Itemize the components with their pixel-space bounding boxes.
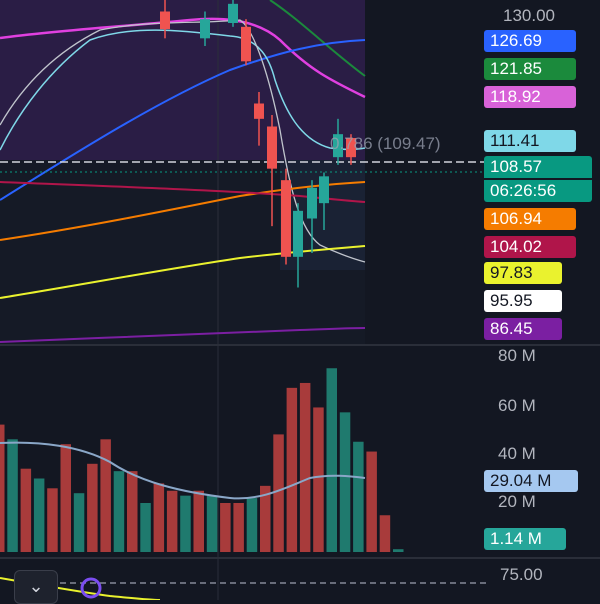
volume-bar	[193, 490, 204, 552]
light-band-line	[0, 29, 366, 151]
price-tag: 126.69	[484, 30, 576, 52]
price-tag: 95.95	[484, 290, 562, 312]
white-band-line	[0, 19, 366, 263]
volume-bar	[20, 468, 32, 552]
volume-bar	[100, 439, 111, 552]
chevron-down-icon: ⌄	[28, 576, 44, 596]
price-tag: 104.02	[484, 236, 576, 258]
volume-bar	[180, 495, 191, 552]
price-tag: 121.85	[484, 58, 576, 80]
volume-bar	[47, 488, 58, 552]
volume-bar	[87, 463, 98, 552]
candle-body	[333, 134, 343, 158]
volume-axis-label-60: 60 M	[498, 396, 536, 415]
bottom-axis-label: 75.00	[500, 565, 543, 584]
volume-ma-tag: 29.04 M	[484, 470, 578, 492]
crimson-line	[0, 181, 366, 203]
volume-bar	[127, 471, 138, 552]
price-tag: 06:26:56	[484, 180, 592, 202]
volume-bar	[33, 478, 45, 552]
volume-bar	[299, 382, 311, 552]
circle-marker-icon[interactable]	[80, 577, 102, 599]
candle-body	[346, 138, 356, 158]
volume-bar	[0, 424, 5, 552]
volume-bar	[353, 441, 364, 552]
candle-body	[160, 11, 170, 30]
volume-ma-line	[0, 441, 366, 500]
volume-bar	[233, 503, 244, 552]
volume-bar	[206, 495, 218, 552]
candle-body	[228, 3, 238, 23]
upper-band-fill	[0, 0, 365, 160]
price-axis-top-label: 130.00	[503, 6, 555, 25]
volume-bar	[113, 471, 125, 552]
candle-body	[307, 187, 317, 219]
volume-bar	[273, 434, 284, 552]
volume-bar	[140, 503, 151, 552]
price-tag: 97.83	[484, 262, 562, 284]
volume-bar	[60, 444, 71, 552]
candle-body	[241, 26, 251, 62]
volume-bar	[379, 515, 391, 552]
volume-bar	[220, 503, 231, 552]
volume-axis-label-40: 40 M	[498, 444, 536, 463]
volume-series	[0, 368, 404, 552]
candle-body	[254, 103, 264, 119]
volume-bar	[286, 387, 298, 552]
price-tag: 108.57	[484, 156, 592, 178]
price-tag: 86.45	[484, 318, 562, 340]
blue-line	[0, 39, 366, 201]
candlestick-series	[160, 0, 356, 288]
volume-bar	[166, 490, 178, 552]
volume-axis-label-20: 20 M	[498, 492, 536, 511]
purple-line	[0, 327, 366, 343]
volume-bar	[153, 483, 165, 552]
volume-bar	[393, 549, 404, 552]
candle-body	[200, 19, 210, 39]
volume-bar	[339, 412, 351, 552]
volume-bar	[260, 485, 271, 552]
price-tag: 111.41	[484, 130, 576, 152]
collapse-pane-button[interactable]: ⌄	[14, 570, 58, 604]
yellow-line	[0, 245, 366, 299]
candle-body	[281, 180, 291, 257]
price-tag: 106.94	[484, 208, 576, 230]
price-tag: 118.92	[484, 86, 576, 108]
volume-bar	[326, 368, 337, 552]
green-line	[269, 0, 366, 77]
volume-axis-label-80: 80 M	[498, 346, 536, 365]
fib-level-label: 0.786 (109.47)	[330, 134, 441, 153]
candle-body	[267, 126, 277, 169]
volume-bar	[246, 498, 258, 552]
volume-current-tag: 1.14 M	[484, 528, 566, 550]
candle-body	[319, 176, 329, 204]
volume-bar	[313, 407, 324, 552]
volume-bar	[366, 451, 377, 552]
candle-body	[293, 210, 303, 257]
volume-bar	[7, 439, 18, 552]
volume-bar	[73, 493, 85, 552]
